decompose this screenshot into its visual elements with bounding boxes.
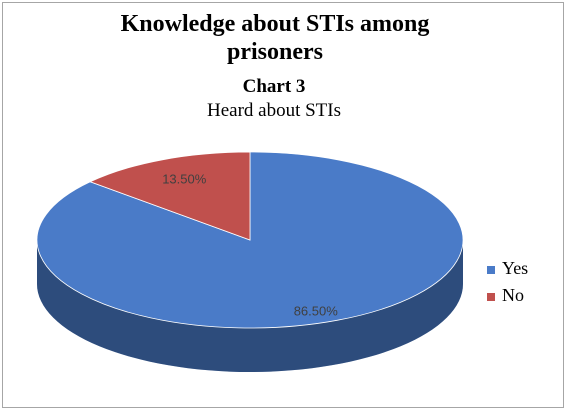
slice-side [37, 240, 463, 372]
legend-label: No [502, 285, 524, 305]
side-shade [37, 240, 463, 372]
chart-title: Knowledge about STIs among prisoners [120, 11, 430, 65]
chart-border [2, 2, 564, 408]
legend-swatch [487, 293, 495, 301]
slice [89, 151, 251, 241]
data-label: 86.50% [294, 304, 339, 319]
legend-label: Yes [502, 258, 528, 278]
legend-swatch [487, 266, 495, 274]
chart-label: Chart 3 [242, 76, 306, 97]
data-label: 13.50% [162, 171, 207, 186]
chart-subtitle: Heard about STIs [206, 100, 342, 121]
slice [36, 151, 464, 329]
